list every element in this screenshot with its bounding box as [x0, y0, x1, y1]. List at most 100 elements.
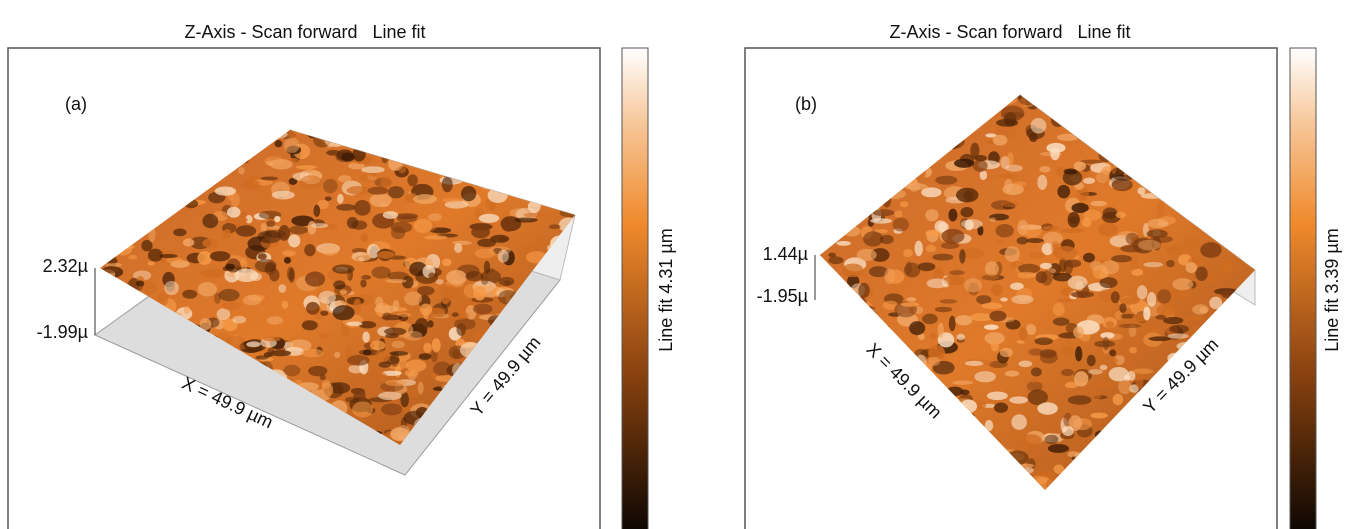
- texture-blob: [89, 131, 107, 147]
- texture-blob: [231, 193, 240, 208]
- texture-blob: [574, 296, 582, 306]
- texture-blob: [460, 124, 483, 128]
- texture-blob: [192, 433, 210, 443]
- texture-blob: [879, 171, 895, 183]
- texture-blob: [832, 404, 847, 409]
- texture-blob: [219, 289, 240, 301]
- texture-blob: [136, 443, 159, 457]
- texture-blob: [837, 95, 853, 99]
- texture-blob: [887, 270, 904, 284]
- texture-blob: [284, 257, 291, 264]
- texture-blob: [927, 279, 948, 289]
- texture-blob: [141, 187, 155, 192]
- texture-blob: [935, 176, 957, 185]
- panel-b: Z-Axis - Scan forward Line fit (b) 1.44µ…: [745, 22, 1342, 529]
- texture-blob: [864, 462, 871, 474]
- texture-blob: [1245, 104, 1266, 112]
- texture-blob: [1173, 136, 1194, 149]
- texture-blob: [1225, 133, 1239, 144]
- panel-a: Z-Axis - Scan forward Line fit (a) 2.32µ…: [8, 22, 676, 529]
- texture-blob: [243, 295, 262, 305]
- texture-blob: [872, 461, 889, 471]
- texture-blob: [1112, 101, 1134, 110]
- texture-blob: [1242, 150, 1265, 160]
- texture-blob: [990, 446, 1000, 454]
- texture-blob: [1046, 477, 1061, 490]
- texture-blob: [1228, 371, 1247, 379]
- texture-blob: [484, 174, 495, 190]
- texture-blob: [206, 167, 221, 182]
- texture-blob: [1193, 225, 1217, 231]
- texture-blob: [272, 191, 295, 200]
- texture-blob: [1096, 104, 1105, 113]
- texture-blob: [1118, 167, 1128, 173]
- texture-blob: [184, 199, 198, 208]
- texture-blob: [227, 207, 241, 218]
- texture-blob: [104, 315, 114, 322]
- texture-blob: [452, 241, 472, 245]
- texture-blob: [539, 430, 563, 443]
- texture-blob: [1212, 406, 1231, 418]
- texture-blob: [872, 452, 894, 466]
- texture-blob: [1241, 105, 1252, 120]
- texture-blob: [859, 476, 877, 481]
- texture-blob: [1243, 340, 1250, 348]
- texture-blob: [1240, 254, 1246, 261]
- texture-blob: [906, 154, 921, 167]
- texture-blob: [849, 396, 869, 403]
- texture-blob: [852, 127, 867, 137]
- texture-blob: [553, 403, 562, 410]
- texture-blob: [942, 411, 957, 425]
- texture-blob: [1089, 442, 1110, 453]
- texture-blob: [1137, 285, 1147, 299]
- texture-blob: [95, 186, 112, 200]
- texture-blob: [948, 209, 957, 222]
- texture-blob: [840, 432, 859, 446]
- texture-blob: [500, 426, 513, 431]
- texture-blob: [300, 175, 323, 190]
- texture-blob: [1229, 307, 1252, 314]
- texture-blob: [194, 128, 202, 133]
- texture-blob: [1200, 242, 1221, 258]
- texture-blob: [1090, 261, 1102, 271]
- texture-blob: [828, 253, 836, 258]
- texture-blob: [1180, 144, 1187, 157]
- texture-blob: [1087, 463, 1099, 469]
- texture-blob: [1051, 113, 1065, 127]
- texture-blob: [1235, 469, 1248, 477]
- texture-blob: [371, 266, 391, 278]
- texture-blob: [945, 133, 965, 149]
- texture-blob: [1113, 118, 1129, 124]
- texture-blob: [311, 223, 328, 228]
- texture-blob: [535, 174, 555, 184]
- texture-blob: [538, 380, 547, 388]
- texture-blob: [1065, 259, 1081, 267]
- texture-blob: [868, 333, 886, 338]
- texture-blob: [336, 204, 356, 211]
- texture-blob: [95, 303, 113, 310]
- texture-blob: [902, 445, 916, 454]
- texture-blob: [1138, 240, 1161, 251]
- texture-blob: [1051, 241, 1060, 256]
- texture-blob: [528, 399, 547, 407]
- texture-blob: [980, 464, 998, 468]
- texture-blob: [320, 310, 328, 315]
- texture-blob: [1220, 319, 1227, 332]
- texture-blob: [954, 159, 974, 168]
- texture-blob: [1083, 177, 1095, 183]
- texture-blob: [477, 123, 500, 133]
- texture-blob: [398, 166, 406, 173]
- texture-blob: [960, 207, 973, 217]
- texture-blob: [913, 440, 925, 455]
- texture-blob: [1227, 395, 1244, 400]
- texture-blob: [566, 183, 577, 198]
- texture-blob: [424, 235, 447, 239]
- texture-blob: [986, 439, 997, 444]
- texture-blob: [1145, 474, 1162, 487]
- texture-blob: [816, 89, 837, 95]
- texture-blob: [854, 458, 862, 465]
- texture-blob: [158, 190, 176, 205]
- texture-blob: [812, 265, 824, 277]
- texture-blob: [1160, 186, 1168, 200]
- texture-blob: [126, 178, 138, 183]
